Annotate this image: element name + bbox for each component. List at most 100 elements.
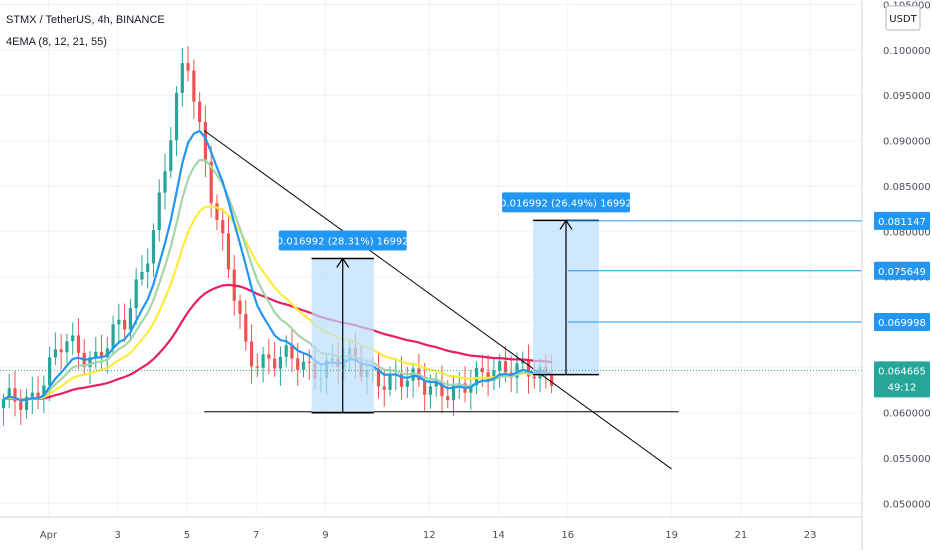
measure-label-box — [278, 230, 407, 251]
candle-body — [503, 361, 508, 373]
candle-body — [486, 372, 490, 382]
x-tick-label: 7 — [253, 530, 259, 541]
candle-body — [19, 401, 23, 410]
candle-body — [261, 354, 265, 368]
candle-body — [446, 396, 450, 401]
candle-body — [134, 279, 138, 309]
candle-body — [215, 203, 219, 221]
price-tag-text: 0.075649 — [878, 267, 926, 278]
y-tick-label: 0.090000 — [883, 137, 931, 148]
ema-8-line — [3, 129, 553, 402]
y-tick-label: 0.080000 — [883, 227, 931, 238]
x-tick-label: 21 — [734, 530, 747, 541]
candle-body — [146, 263, 150, 272]
candle-body — [492, 370, 496, 382]
candle-body — [526, 360, 531, 377]
currency-label: USDT — [889, 14, 917, 25]
candle-body — [278, 356, 283, 369]
candle-body — [186, 63, 190, 71]
candle-body — [474, 368, 479, 386]
measure-label-text: 0.016992 (28.31%) 16992 — [277, 237, 409, 248]
candle-body — [221, 220, 225, 234]
candle-body — [36, 392, 40, 399]
price-tag-text: 0.081147 — [878, 217, 926, 228]
candle-body — [7, 388, 11, 400]
candle-body — [238, 300, 242, 314]
price-tag-box — [874, 261, 930, 280]
x-tick-label: Apr — [40, 530, 58, 541]
candle-body — [76, 335, 81, 353]
trendline-descending-resistance — [203, 130, 672, 470]
candle-body — [273, 358, 277, 369]
price-tag-text: 0.064665 — [878, 366, 926, 377]
candle-body — [192, 70, 196, 102]
x-tick-label: 19 — [665, 530, 678, 541]
price-tag-text: 0.069998 — [878, 318, 926, 329]
candle-body — [30, 392, 34, 397]
x-tick-label: 14 — [492, 530, 505, 541]
candle-body — [255, 366, 259, 368]
x-tick-label: 23 — [804, 530, 817, 541]
ema-55-line — [3, 283, 552, 401]
candle-body — [480, 368, 484, 373]
ema-12-line — [3, 158, 552, 402]
candle-body — [307, 361, 311, 363]
candle-body — [111, 324, 115, 349]
candle-body — [434, 381, 438, 387]
candle-body — [405, 380, 409, 387]
candle-body — [267, 354, 271, 359]
ema-21-line — [3, 205, 552, 401]
candle-body — [169, 140, 173, 172]
candle-body — [174, 92, 179, 141]
candle-body — [301, 361, 306, 370]
candle-body — [296, 358, 300, 370]
currency-box — [885, 5, 921, 31]
candle-body — [451, 384, 456, 401]
x-tick-label: 5 — [184, 530, 190, 541]
candle-body — [105, 348, 109, 358]
candle-body — [203, 121, 208, 162]
candle-body — [399, 373, 404, 387]
candle-body — [140, 271, 144, 280]
price-tag-0-075649: 0.075649 — [874, 261, 930, 280]
candle-body — [94, 351, 98, 358]
price-tag-0-081147: 0.081147 — [874, 211, 930, 230]
candle-body — [1, 399, 6, 409]
candle-body — [117, 319, 121, 325]
candle-body — [244, 313, 248, 342]
candle-body — [290, 345, 294, 359]
candle-body — [99, 351, 104, 358]
candle-body — [88, 357, 92, 367]
candle-body — [423, 380, 427, 395]
candle-body — [151, 230, 156, 264]
candle-body — [163, 171, 167, 193]
x-tick-label: 3 — [115, 530, 121, 541]
y-tick-label: 0.055000 — [883, 454, 931, 465]
candle-body — [123, 319, 127, 330]
candle-body — [157, 192, 161, 231]
indicator-legend: 4EMA (8, 12, 21, 55) — [6, 36, 107, 48]
measure-label-box — [502, 192, 631, 213]
price-tag-0-069998: 0.069998 — [874, 313, 930, 332]
candle-body — [388, 373, 392, 390]
candle-body — [13, 388, 17, 402]
candle-body — [209, 161, 213, 204]
y-tick-label: 0.060000 — [883, 409, 931, 420]
candle-body — [469, 385, 473, 393]
candle-body — [532, 376, 536, 379]
y-tick-label: 0.100000 — [883, 46, 931, 57]
price-tag-box — [874, 313, 930, 332]
measure-tool-2: 0.016992 (26.49%) 16992 — [500, 192, 632, 376]
measure-tool-1: 0.016992 (28.31%) 16992 — [277, 230, 409, 414]
candle-body — [24, 396, 29, 410]
candle-body — [376, 368, 381, 387]
candle-body — [498, 361, 502, 371]
candle-body — [440, 381, 444, 397]
candle-body — [549, 372, 554, 386]
symbol-title: STMX / TetherUS, 4h, BINANCE — [6, 14, 165, 26]
measure-arrowhead — [336, 257, 350, 268]
candle-body — [71, 335, 75, 342]
candle-body — [382, 386, 386, 390]
